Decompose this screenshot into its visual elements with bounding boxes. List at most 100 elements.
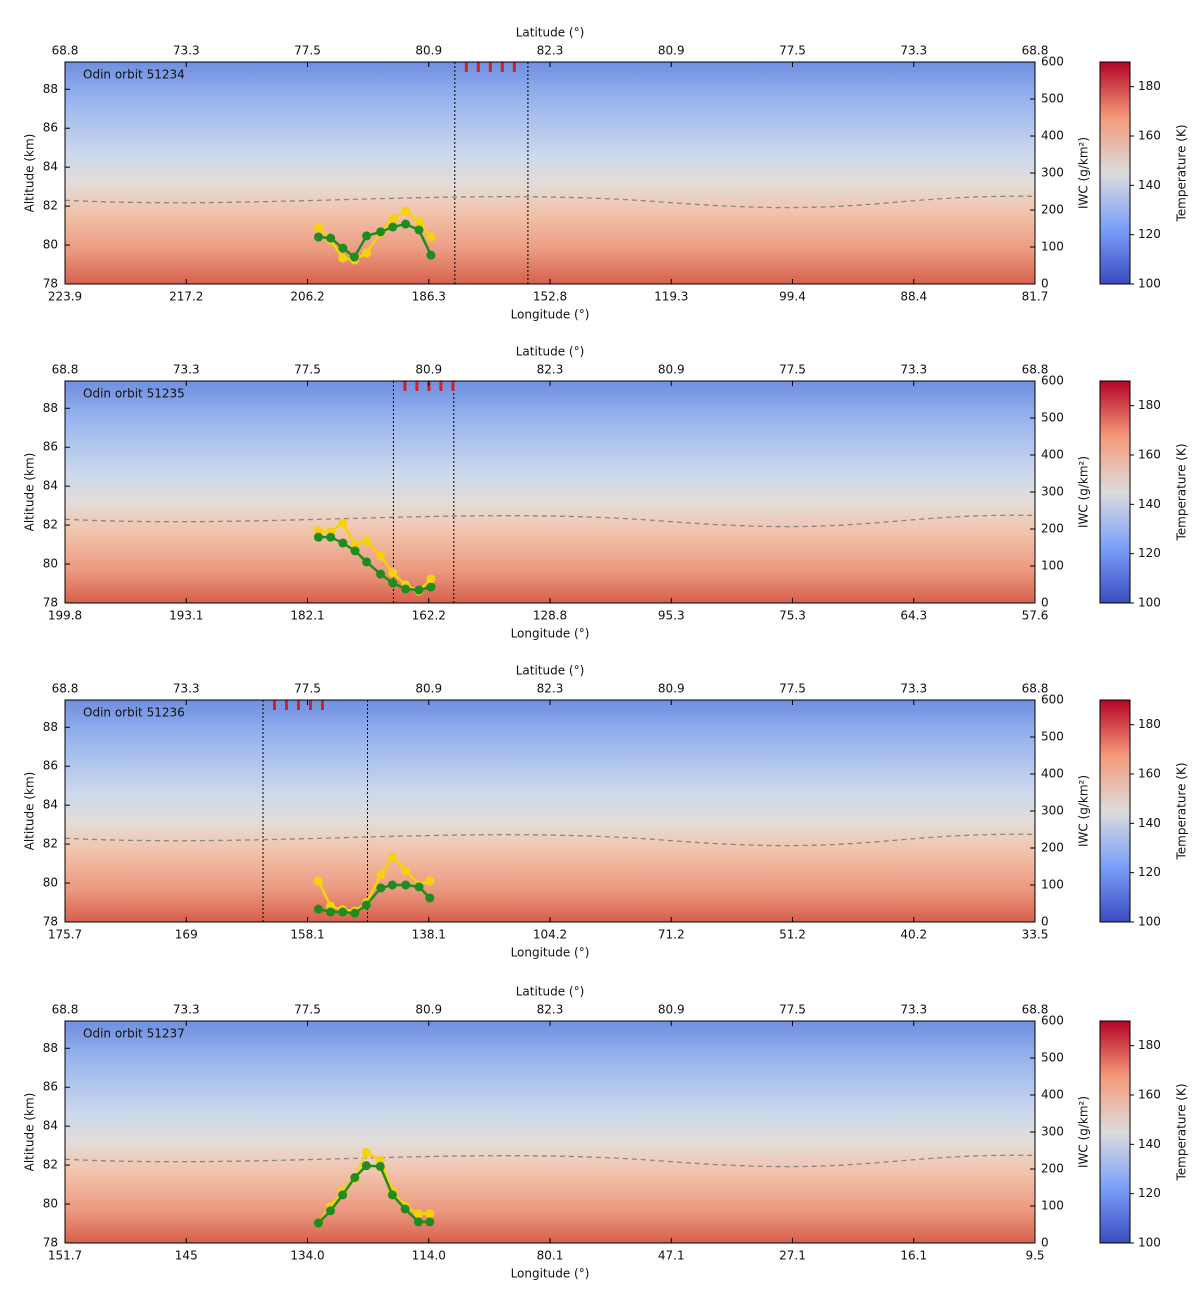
scan-marker [488, 62, 492, 72]
series-point [338, 1190, 348, 1200]
y-tick-label: 86 [43, 759, 58, 773]
y2-axis-label: IWC (g/km²) [1077, 1096, 1091, 1168]
x-tick-label: 88.4 [900, 290, 927, 304]
x-tick-label: 223.9 [48, 290, 82, 304]
series-point [414, 216, 424, 226]
scan-marker [476, 62, 480, 72]
annotation: Odin orbit 51235 [83, 387, 185, 401]
series-point [376, 883, 386, 893]
annotation: Odin orbit 51236 [83, 706, 185, 720]
x2-tick-label: 77.5 [294, 682, 321, 696]
series-point [401, 880, 411, 890]
series-line [318, 883, 431, 915]
x2-tick-label: 80.9 [658, 1003, 685, 1017]
x2-tick-label: 73.3 [900, 44, 927, 58]
x2-tick-label: 68.8 [52, 363, 79, 377]
series-point [338, 243, 348, 253]
x2-tick-label: 80.9 [658, 363, 685, 377]
series-point [400, 1204, 410, 1214]
y-tick-label: 82 [43, 1158, 58, 1172]
series-point [313, 876, 323, 886]
colorbar-tick-label: 140 [1138, 497, 1161, 511]
series-point [326, 1206, 336, 1216]
y2-tick-label: 600 [1041, 1014, 1064, 1028]
series-point [313, 222, 323, 232]
x-axis-label: Longitude (°) [511, 308, 590, 322]
series-point [362, 557, 372, 567]
series-point [338, 518, 348, 528]
colorbar [1099, 1020, 1131, 1244]
annotation: Odin orbit 51234 [83, 68, 185, 82]
series-point [401, 219, 411, 229]
x2-tick-label: 80.9 [415, 363, 442, 377]
x-tick-label: 193.1 [169, 609, 203, 623]
y-tick-label: 88 [43, 1041, 58, 1055]
scan-marker [464, 62, 468, 72]
y2-tick-label: 0 [1041, 596, 1049, 610]
temperature-field [65, 1021, 1035, 1243]
x2-tick-label: 77.5 [779, 1003, 806, 1017]
x2-axis-label: Latitude (°) [516, 345, 585, 359]
y-tick-label: 84 [43, 479, 58, 493]
x-tick-label: 162.2 [412, 609, 446, 623]
x-tick-label: 134.0 [290, 1249, 324, 1263]
x-tick-label: 27.1 [779, 1249, 806, 1263]
x-tick-label: 152.8 [533, 290, 567, 304]
x-tick-label: 16.1 [900, 1249, 927, 1263]
x-tick-label: 158.1 [290, 928, 324, 942]
series-point [414, 225, 424, 235]
x2-tick-label: 68.8 [52, 1003, 79, 1017]
colorbar-tick-label: 180 [1138, 1038, 1161, 1052]
y2-tick-label: 400 [1041, 129, 1064, 143]
series-point [425, 1217, 435, 1227]
series-line [318, 222, 433, 259]
series-point [426, 250, 436, 260]
scan-marker [403, 381, 407, 391]
series-point [387, 1190, 397, 1200]
series-point [326, 532, 336, 542]
y-tick-label: 86 [43, 1080, 58, 1094]
x-tick-label: 119.3 [654, 290, 688, 304]
series-point [376, 870, 386, 880]
y2-tick-label: 100 [1041, 1199, 1064, 1213]
x2-tick-label: 82.3 [537, 44, 564, 58]
y-tick-label: 86 [43, 121, 58, 135]
series-point [350, 908, 360, 918]
y-axis-label: Altitude (km) [23, 772, 37, 851]
colorbar-tick-label: 100 [1138, 1236, 1161, 1250]
x-tick-label: 151.7 [48, 1249, 82, 1263]
series-point [388, 214, 398, 224]
x-tick-label: 114.0 [412, 1249, 446, 1263]
x2-tick-label: 73.3 [900, 363, 927, 377]
y2-tick-label: 400 [1041, 1088, 1064, 1102]
temperature-field [65, 700, 1035, 922]
y2-tick-label: 500 [1041, 730, 1064, 744]
x2-axis-label: Latitude (°) [516, 985, 585, 999]
scan-marker [297, 700, 301, 710]
scan-marker [309, 700, 313, 710]
series-point [350, 546, 360, 556]
scan-marker [285, 700, 289, 710]
series-point [338, 538, 348, 548]
series-point [361, 1161, 371, 1171]
y2-tick-label: 300 [1041, 1125, 1064, 1139]
series-point [376, 227, 386, 237]
x2-tick-label: 77.5 [294, 363, 321, 377]
annotation: Odin orbit 51237 [83, 1027, 185, 1041]
colorbar-label: Temperature (K) [1175, 1083, 1189, 1181]
x-tick-label: 182.1 [290, 609, 324, 623]
x-tick-label: 9.5 [1025, 1249, 1044, 1263]
series-point [349, 252, 359, 262]
y-tick-label: 86 [43, 440, 58, 454]
y-axis-label: Altitude (km) [23, 453, 37, 532]
scan-marker [415, 381, 419, 391]
colorbar-label: Temperature (K) [1175, 762, 1189, 860]
y2-tick-label: 200 [1041, 841, 1064, 855]
x-tick-label: 40.2 [900, 928, 927, 942]
colorbar [1099, 380, 1131, 604]
y2-tick-label: 200 [1041, 1162, 1064, 1176]
scan-marker [500, 62, 504, 72]
y2-tick-label: 100 [1041, 240, 1064, 254]
x-tick-label: 186.3 [412, 290, 446, 304]
x-tick-label: 95.3 [658, 609, 685, 623]
